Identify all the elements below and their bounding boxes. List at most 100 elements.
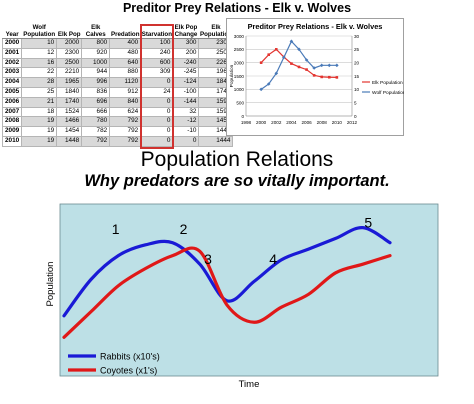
annotation-label: 4	[269, 251, 277, 267]
y-tick-label-left: 500	[236, 100, 244, 105]
coyotes-curve	[62, 246, 392, 339]
y-axis-title: Population	[45, 262, 56, 307]
section-heading: Population Relations	[140, 148, 334, 171]
table-cell: 836	[81, 86, 111, 98]
y-tick-label-right: 15	[354, 74, 360, 79]
table-row: 2003 22 2210 944 880 309 -245 1965	[1, 67, 234, 79]
table-cell: 1740	[56, 96, 83, 108]
legend-label: Elk Population	[372, 80, 403, 86]
table-cell: 696	[81, 96, 111, 108]
rabbits-curve	[62, 226, 392, 318]
table-cell: 18	[21, 106, 58, 118]
x-axis-title: Time	[239, 379, 260, 390]
data-point-wolf	[297, 47, 301, 52]
table-cell: -12	[172, 116, 200, 128]
table-header-cell: Elk Pop Change	[172, 22, 199, 39]
y-tick-label-right: 30	[354, 34, 360, 39]
data-point-wolf	[259, 87, 263, 92]
table-row: 2004 28 1965 996 1120 0 -124 1841	[1, 77, 234, 88]
table-cell: -124	[172, 77, 200, 88]
table-cell: 100	[140, 38, 174, 49]
table-header-cell: Starvation	[140, 22, 173, 39]
table-cell: 480	[109, 47, 142, 59]
annotation-label: 2	[180, 221, 188, 237]
x-tick-label: 1998	[241, 120, 252, 125]
table-cell: 19	[21, 116, 58, 128]
table-cell: 0	[140, 77, 174, 88]
data-table-container: Year Wolf Population Elk Pop Elk Calves Pred…	[1, 22, 234, 150]
y-tick-label-left: 1000	[234, 87, 245, 92]
table-cell: 780	[81, 116, 111, 128]
table-cell: 1444	[198, 135, 234, 147]
table-year-cell: 2006	[1, 96, 23, 108]
x-tick-label: 2012	[347, 120, 358, 125]
table-header-cell: Year	[2, 22, 22, 39]
y-tick-label-left: 2500	[234, 47, 245, 52]
table-header-cell: Elk Pop	[56, 22, 82, 39]
table-cell: 2000	[56, 38, 83, 49]
table-cell: 12	[21, 47, 58, 59]
data-point-elk	[267, 53, 271, 56]
table-year-cell: 2000	[1, 38, 23, 49]
table-cell: 10	[21, 38, 58, 49]
table-cell: 640	[109, 57, 142, 69]
table-row: 2009 19 1454 782 792 0 -10 1444	[1, 126, 234, 137]
table-cell: 0	[140, 126, 174, 137]
y-tick-label-right: 25	[354, 47, 360, 52]
table-cell: 1454	[56, 126, 83, 137]
data-point-wolf	[282, 55, 286, 60]
table-cell: 25	[21, 86, 58, 98]
x-tick-label: 2000	[256, 120, 267, 125]
table-cell: 840	[109, 96, 142, 108]
table-year-cell: 2008	[1, 116, 23, 128]
data-point-elk	[297, 65, 301, 69]
table-cell: 28	[21, 77, 58, 88]
table-cell: 309	[140, 67, 174, 79]
table-cell: 782	[81, 126, 111, 137]
table-cell: 880	[109, 67, 142, 79]
data-point-elk	[259, 61, 263, 64]
data-point-elk	[327, 75, 331, 79]
table-cell: 2500	[56, 57, 83, 69]
table-cell: 32	[172, 106, 200, 118]
table-row: 2007 18 1524 666 624 0 32 1596	[1, 106, 234, 118]
table-cell: 21	[21, 96, 58, 108]
data-point-elk	[320, 75, 324, 79]
table-cell: 800	[81, 38, 111, 49]
table-cell: 200	[172, 47, 200, 59]
y-tick-label-right: 10	[354, 87, 360, 92]
data-point-wolf	[304, 58, 309, 62]
legend-label: Rabbits (x10's)	[100, 352, 160, 362]
table-cell: 1840	[56, 86, 83, 98]
table-cell: 920	[81, 47, 111, 59]
table-cell: 300	[172, 38, 200, 49]
table-cell: 16	[21, 57, 58, 69]
table-year-cell: 2007	[1, 106, 23, 118]
table-cell: -144	[172, 96, 200, 108]
data-point-elk	[274, 48, 278, 51]
table-cell: 400	[109, 38, 142, 49]
table-cell: 0	[140, 96, 174, 108]
data-table: Year Wolf Population Elk Pop Elk Calves Pred…	[1, 22, 234, 147]
table-cell: 792	[109, 135, 142, 147]
table-cell: 600	[140, 57, 174, 69]
table-cell: 1000	[81, 57, 111, 69]
table-cell: 944	[81, 67, 111, 79]
x-tick-label: 2010	[332, 120, 343, 125]
table-cell: 792	[81, 135, 111, 147]
table-row: 2006 21 1740 696 840 0 -144 1596	[1, 96, 234, 108]
legend-label: Coyotes (x1's)	[100, 366, 157, 376]
table-cell: 19	[21, 135, 58, 147]
table-header-cell: Wolf Population	[21, 22, 57, 39]
table-cell: 19	[21, 126, 58, 137]
elk-wolf-chart: Preditor Prey Relations - Elk v. Wolves 0…	[226, 18, 404, 136]
table-header-cell: Predation	[109, 22, 141, 39]
y-tick-label-left: 2000	[234, 60, 245, 65]
chart-title: Preditor Prey Relations - Elk v. Wolves	[248, 22, 383, 31]
table-header-cell: Elk Calves	[81, 22, 110, 39]
table-cell: 240	[140, 47, 174, 59]
table-cell: 2210	[56, 67, 83, 79]
population-relations-chart: 1 2 3 4 5 Rabbits (x10's) Coyotes (x1's) Time Po…	[40, 200, 440, 404]
annotation-label: 5	[364, 215, 372, 231]
